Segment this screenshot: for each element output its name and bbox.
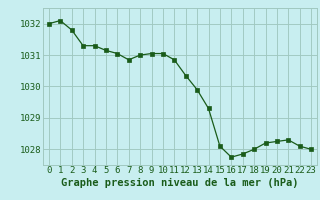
X-axis label: Graphe pression niveau de la mer (hPa): Graphe pression niveau de la mer (hPa) xyxy=(61,178,299,188)
